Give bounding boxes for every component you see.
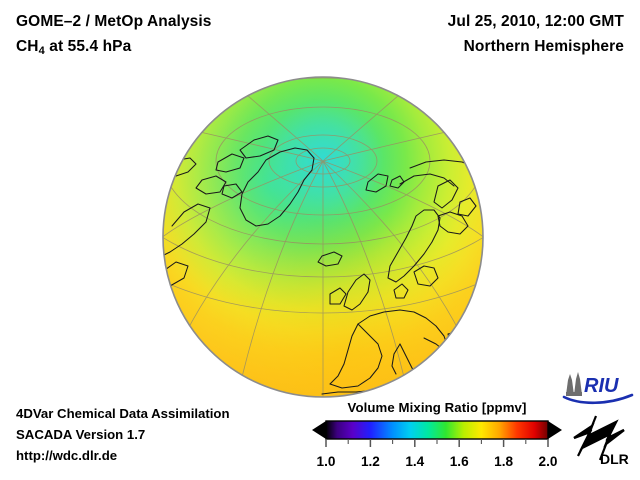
colorbar: Volume Mixing Ratio [ppmv] 1.0 1.2 1.4 1.6 1… xyxy=(312,400,562,474)
species-prefix: CH xyxy=(16,38,39,55)
dlr-logo: DLR xyxy=(566,412,634,468)
instrument-title: GOME–2 / MetOp Analysis xyxy=(16,13,212,30)
footer-info: 4DVar Chemical Data Assimilation SACADA … xyxy=(16,403,230,466)
header-left: GOME–2 / MetOp Analysis CH4 at 55.4 hPa xyxy=(16,13,212,57)
cathedral-icon xyxy=(566,372,582,396)
colorbar-tick-label: 2.0 xyxy=(538,454,558,469)
region-label: Northern Hemisphere xyxy=(463,38,624,55)
header-right: Jul 25, 2010, 12:00 GMT Northern Hemisph… xyxy=(448,13,624,56)
colorbar-tick-labels: 1.0 1.2 1.4 1.6 1.8 2.0 xyxy=(312,454,562,474)
colorbar-max-arrow xyxy=(548,421,562,439)
colorbar-tick-label: 1.8 xyxy=(494,454,514,469)
globe-map xyxy=(162,76,484,398)
riu-swoosh xyxy=(562,393,634,405)
footer-line-url: http://wdc.dlr.de xyxy=(16,448,118,463)
species-altitude-label: CH4 at 55.4 hPa xyxy=(16,38,212,57)
colorbar-gradient xyxy=(326,421,548,439)
colorbar-title: Volume Mixing Ratio [ppmv] xyxy=(347,400,527,415)
colorbar-tick-label: 1.0 xyxy=(316,454,336,469)
colorbar-tick-label: 1.2 xyxy=(360,454,380,469)
species-subscript: 4 xyxy=(38,45,45,58)
footer-line-method: 4DVar Chemical Data Assimilation xyxy=(16,406,230,421)
colorbar-tick-label: 1.4 xyxy=(405,454,425,469)
colorbar-min-arrow xyxy=(312,421,326,439)
riu-wordmark: RIU xyxy=(584,375,619,397)
globe-limb xyxy=(162,76,484,398)
datetime-label: Jul 25, 2010, 12:00 GMT xyxy=(447,13,624,30)
colorbar-tick-label: 1.6 xyxy=(449,454,469,469)
dlr-wordmark: DLR xyxy=(600,451,629,467)
riu-logo: RIU xyxy=(562,371,634,405)
ch4-field xyxy=(163,77,483,397)
colorbar-ticks xyxy=(325,439,549,447)
dlr-mark-icon xyxy=(573,415,625,461)
footer-line-version: SACADA Version 1.7 xyxy=(16,427,146,442)
species-suffix: at 55.4 hPa xyxy=(44,38,132,55)
colorbar-scale xyxy=(312,420,562,447)
